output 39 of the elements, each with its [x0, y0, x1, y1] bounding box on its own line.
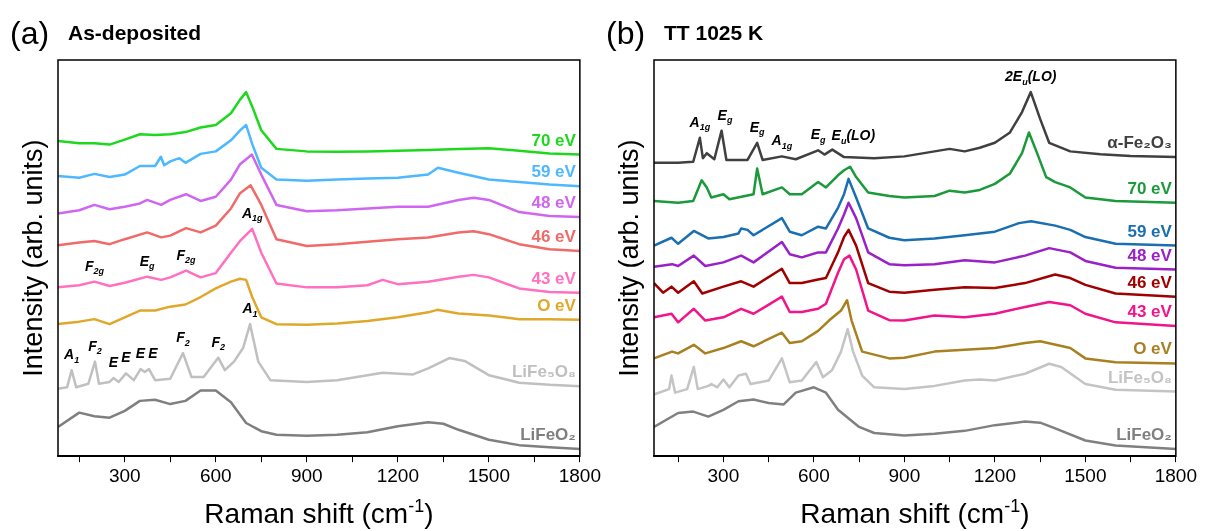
- x-tick-label: 900: [290, 464, 323, 486]
- x-tick-label: 300: [707, 464, 740, 486]
- text: (a): [10, 15, 50, 51]
- x-tick-label: 1200: [376, 464, 419, 486]
- series-label: 46 eV: [1127, 272, 1173, 292]
- series-label: 43 eV: [1127, 301, 1173, 321]
- series-label: 48 eV: [531, 193, 577, 213]
- series-label: LiFe₅O₈: [511, 362, 576, 382]
- x-tick-label: 1800: [1154, 464, 1198, 486]
- chart-title: As-deposited: [68, 21, 202, 44]
- series-label: α-Fe₂O₃: [1107, 133, 1172, 153]
- annotation: E: [121, 349, 132, 366]
- series-label: 70 eV: [1127, 178, 1173, 198]
- series-label: 48 eV: [1127, 245, 1173, 265]
- x-tick-label: 600: [199, 464, 232, 486]
- series-label: LiFeO₂: [520, 425, 576, 445]
- series-label: 70 eV: [531, 130, 577, 150]
- series-label: O eV: [1133, 339, 1173, 359]
- annotation: E: [148, 345, 159, 362]
- x-tick-label: 1500: [467, 464, 510, 486]
- x-tick-label: 300: [108, 464, 141, 486]
- y-axis-title: Intensity (arb. units): [18, 139, 48, 377]
- series-label: LiFeO₂: [1116, 425, 1172, 445]
- y-axis-title: Intensity (arb. units): [614, 139, 644, 377]
- x-tick-label: 900: [888, 464, 921, 486]
- series-label: 59 eV: [1127, 221, 1173, 241]
- x-tick-label: 1200: [973, 464, 1017, 486]
- series-label: LiFe₅O₈: [1107, 367, 1172, 387]
- annotation: E: [135, 345, 146, 362]
- x-tick-label: 1500: [1064, 464, 1107, 486]
- annotation: E: [108, 354, 119, 371]
- x-tick-label: 600: [798, 464, 830, 486]
- chart-title: TT 1025 K: [664, 21, 764, 44]
- series-label: 43 eV: [531, 268, 577, 288]
- text: (b): [606, 15, 646, 51]
- series-label: O eV: [537, 295, 577, 315]
- series-label: 46 eV: [531, 226, 577, 246]
- series-label: 59 eV: [531, 162, 577, 182]
- x-tick-label: 1800: [558, 464, 602, 486]
